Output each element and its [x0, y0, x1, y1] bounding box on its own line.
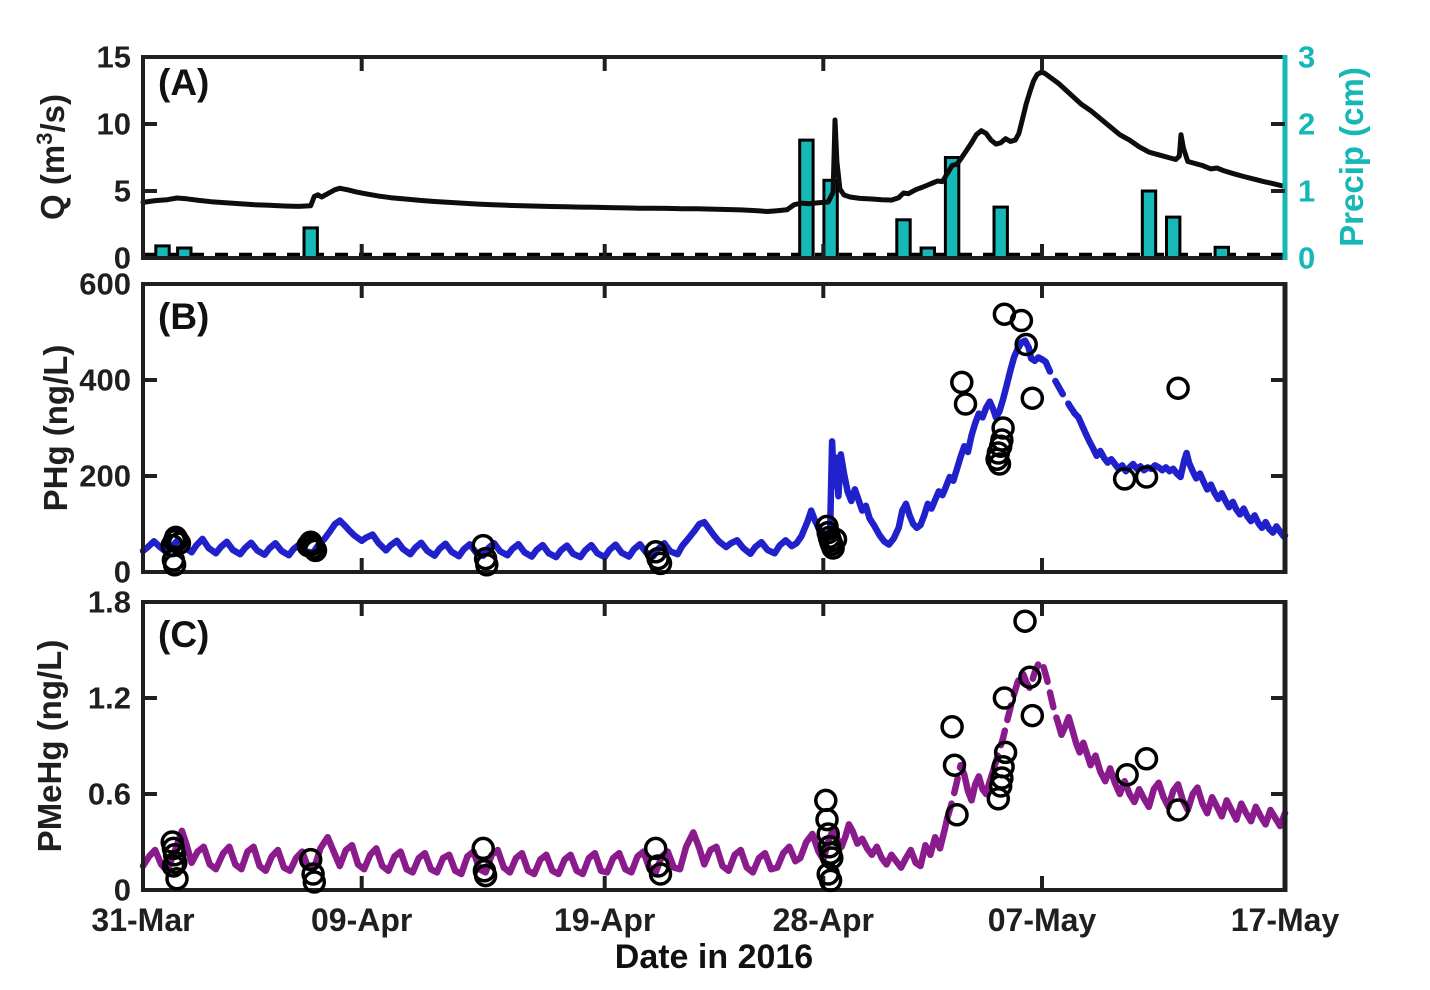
sample-marker — [818, 868, 843, 893]
precip-bar — [1140, 189, 1158, 260]
pmehg-modeled-dashed — [990, 657, 1062, 774]
precip-bar — [895, 218, 912, 260]
sample-marker — [301, 862, 325, 886]
y-tick-label: 600 — [79, 267, 131, 302]
sample-marker — [991, 755, 1015, 779]
precip-tick-label: 3 — [1298, 40, 1315, 75]
precip-tick-label: 1 — [1298, 174, 1315, 209]
y-tick-label: 1.2 — [88, 681, 131, 716]
panel-label-c: (C) — [158, 614, 210, 655]
sample-marker — [814, 788, 838, 813]
precip-bar — [302, 226, 319, 260]
y-tick-label: 10 — [97, 107, 131, 142]
sample-marker — [992, 686, 1017, 710]
sample-marker — [1020, 703, 1045, 728]
phg-modeled-line — [1071, 410, 1289, 540]
y-axis-label-pmehg: PMeHg (ng/L) — [31, 639, 68, 853]
sample-marker — [165, 867, 189, 891]
sample-marker — [953, 392, 978, 416]
phg-modeled-line — [139, 337, 1046, 561]
sample-marker — [648, 862, 673, 886]
precip-tick-label: 2 — [1298, 107, 1315, 142]
sample-marker — [473, 863, 498, 888]
sample-marker — [164, 851, 188, 875]
sample-marker — [471, 836, 495, 861]
sample-marker — [648, 551, 673, 576]
y-axis-label-precip: Precip (cm) — [1333, 67, 1370, 247]
sample-marker — [945, 803, 969, 827]
sample-marker — [1018, 665, 1042, 689]
y-tick-label: 0 — [114, 555, 131, 590]
sample-marker — [815, 807, 839, 832]
sample-marker — [950, 370, 974, 395]
sample-marker — [1166, 798, 1190, 822]
panel-label-b: (B) — [158, 296, 210, 337]
x-tick-label: 09-Apr — [311, 902, 413, 938]
sample-marker — [1020, 386, 1045, 410]
sample-marker — [298, 847, 323, 872]
y-axis-label-phg: PHg (ng/L) — [37, 344, 74, 512]
discharge-line — [140, 69, 1288, 214]
y-tick-label: 15 — [97, 40, 131, 75]
sample-marker — [993, 740, 1018, 765]
panel-label-a: (A) — [158, 62, 210, 103]
y-tick-label: 5 — [114, 174, 131, 209]
y-tick-label: 200 — [79, 459, 131, 494]
sample-marker — [1013, 609, 1037, 633]
sample-marker — [1134, 747, 1159, 771]
x-tick-label: 31-Mar — [91, 902, 195, 938]
y-axis-label-discharge-sup: 3 — [32, 132, 57, 145]
y-tick-label: 0 — [114, 241, 131, 276]
x-tick-label: 28-Apr — [772, 902, 874, 938]
sample-marker — [1115, 763, 1139, 787]
y-tick-label: 1.8 — [88, 585, 131, 620]
precip-bar — [1165, 215, 1182, 260]
x-tick-label: 17-May — [1230, 902, 1340, 938]
sample-marker — [940, 715, 964, 739]
x-tick-label: 07-May — [987, 902, 1097, 938]
sample-marker — [1134, 465, 1159, 489]
sample-marker — [1009, 308, 1034, 333]
sample-marker — [987, 452, 1012, 476]
y-tick-label: 400 — [79, 363, 131, 398]
sample-marker — [1166, 376, 1190, 400]
phg-modeled-dashed — [1038, 356, 1079, 417]
sample-marker — [162, 843, 187, 867]
sample-marker — [162, 553, 187, 577]
sample-marker — [1014, 332, 1038, 357]
precip-bar — [992, 205, 1009, 260]
sample-marker — [302, 870, 327, 894]
pmehg-modeled-line — [1054, 713, 1289, 830]
precip-bar — [798, 138, 815, 260]
sample-marker — [161, 854, 186, 878]
y-axis-label-discharge: Q (m3/s) — [32, 94, 72, 220]
y-axis-label-discharge-pre: Q (m — [34, 144, 71, 220]
sample-marker — [1112, 467, 1137, 491]
sample-marker — [643, 836, 668, 861]
x-axis-label: Date in 2016 — [614, 938, 814, 976]
sample-marker — [991, 416, 1015, 440]
sample-marker — [820, 846, 844, 870]
y-tick-label: 0.6 — [88, 777, 131, 812]
precip-tick-label: 0 — [1298, 241, 1315, 276]
y-axis-label-discharge-post: /s) — [34, 94, 71, 133]
sample-marker — [823, 527, 848, 552]
x-tick-label: 19-Apr — [554, 902, 656, 938]
y-tick-label: 0 — [114, 873, 131, 908]
sample-marker — [300, 532, 324, 557]
sample-marker — [990, 766, 1014, 790]
sample-marker — [990, 428, 1014, 452]
pmehg-modeled-line — [961, 766, 997, 804]
sample-marker — [475, 553, 499, 577]
sample-marker — [942, 753, 967, 777]
